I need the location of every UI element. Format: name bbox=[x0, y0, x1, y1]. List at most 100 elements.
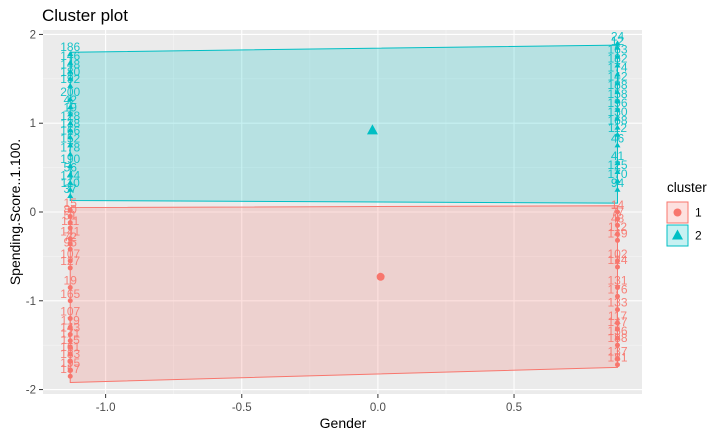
cluster-1-point bbox=[67, 225, 73, 231]
y-tick-label: -1 bbox=[26, 296, 36, 308]
cluster-1-hull bbox=[69, 205, 618, 383]
cluster-2-point bbox=[614, 169, 621, 175]
cluster-1-point bbox=[67, 338, 73, 344]
cluster-2-point-label: 186 bbox=[60, 40, 80, 54]
cluster-2-point bbox=[614, 62, 621, 68]
cluster-1-point bbox=[614, 307, 620, 313]
cluster-1-point-label: 165 bbox=[60, 287, 80, 301]
major-gridlines bbox=[43, 30, 642, 394]
cluster-2-point bbox=[614, 80, 621, 86]
cluster-1-point bbox=[67, 344, 73, 350]
cluster-1-point bbox=[614, 231, 620, 237]
cluster-2-point bbox=[67, 193, 74, 199]
cluster-2-point bbox=[614, 115, 621, 121]
cluster-hulls bbox=[69, 44, 618, 383]
cluster-2-point bbox=[67, 82, 74, 88]
cluster-2-point bbox=[614, 98, 621, 104]
cluster-2-point-label: 46 bbox=[611, 131, 625, 145]
cluster-2-point-label: 200 bbox=[60, 85, 80, 99]
y-tick-label: -2 bbox=[26, 385, 36, 397]
cluster-2-point-label: 24 bbox=[611, 29, 625, 43]
cluster-2-hull bbox=[69, 44, 618, 204]
cluster-2-point bbox=[67, 111, 74, 117]
cluster-1-point bbox=[67, 316, 73, 322]
cluster-2-point bbox=[67, 75, 74, 81]
cluster-2-centroid bbox=[366, 124, 378, 135]
cluster-1-point bbox=[67, 358, 73, 364]
cluster-2-point bbox=[67, 104, 74, 110]
cluster-2-point bbox=[614, 124, 621, 130]
cluster-1-point bbox=[67, 220, 73, 226]
cluster-1-point bbox=[67, 298, 73, 304]
cluster-1-point-label: 15 bbox=[64, 196, 78, 210]
cluster-1-centroid bbox=[376, 272, 385, 281]
cluster-2-point bbox=[67, 96, 74, 102]
cluster-2-point bbox=[67, 151, 74, 157]
y-tick-label: 1 bbox=[30, 118, 36, 130]
cluster-2-point bbox=[614, 177, 621, 183]
cluster-1-point bbox=[67, 332, 73, 338]
cluster-2-point bbox=[614, 186, 621, 192]
cluster-1-point-label: 102 bbox=[607, 247, 627, 261]
cluster-2-point bbox=[614, 131, 621, 137]
cluster-2-point bbox=[614, 160, 621, 166]
cluster-1-point-label: 137 bbox=[607, 344, 627, 358]
cluster-1-point bbox=[67, 373, 73, 379]
cluster-2-point bbox=[614, 89, 621, 95]
cluster-1-point bbox=[67, 284, 73, 290]
cluster-2-point bbox=[67, 50, 74, 56]
cluster-1-point bbox=[67, 367, 73, 373]
cluster-1-point bbox=[614, 237, 620, 243]
chart-title: Cluster plot bbox=[42, 6, 128, 25]
x-axis-ticks: -1.0 -0.5 0.0 0.5 bbox=[96, 394, 522, 414]
cluster-2-point bbox=[67, 68, 74, 74]
cluster-1-point bbox=[614, 355, 620, 361]
y-tick-label: 0 bbox=[30, 207, 36, 219]
legend-title: cluster bbox=[667, 180, 707, 195]
cluster-2-point bbox=[67, 59, 74, 65]
cluster-2-point-label: 190 bbox=[60, 152, 80, 166]
cluster-1-point bbox=[614, 326, 620, 332]
cluster-1-point-label: 131 bbox=[607, 273, 627, 287]
cluster-1-point bbox=[67, 351, 73, 357]
cluster-1-point bbox=[614, 320, 620, 326]
y-tick-label: 2 bbox=[30, 29, 36, 41]
cluster-1-point bbox=[67, 236, 73, 242]
cluster-1-point bbox=[614, 216, 620, 222]
cluster-1-point-label: 107 bbox=[60, 305, 80, 319]
x-tick-label: 0.0 bbox=[370, 402, 386, 414]
cluster-1-point bbox=[614, 342, 620, 348]
cluster-2-point bbox=[67, 142, 74, 148]
cluster-1-point-label: 19 bbox=[64, 273, 78, 287]
y-axis-ticks: -2 -1 0 1 2 bbox=[26, 29, 43, 397]
x-tick-label: 0.5 bbox=[506, 402, 522, 414]
cluster-1-point bbox=[67, 265, 73, 271]
cluster-2-point bbox=[67, 127, 74, 133]
cluster-1-point bbox=[614, 264, 620, 270]
legend-label-1: 1 bbox=[695, 206, 702, 220]
legend-label-2: 2 bbox=[695, 229, 702, 243]
cluster-2-point bbox=[67, 162, 74, 168]
cluster-1-point bbox=[67, 246, 73, 252]
y-axis-title: Spending.Score..1.100. bbox=[7, 139, 23, 285]
x-tick-label: -1.0 bbox=[96, 402, 116, 414]
cluster-1-point-label: 107 bbox=[60, 247, 80, 261]
cluster-2-point bbox=[614, 106, 621, 112]
cluster-1-point bbox=[67, 324, 73, 330]
cluster-1-point-label: 133 bbox=[607, 296, 627, 310]
cluster-1-point bbox=[67, 207, 73, 213]
x-tick-label: -0.5 bbox=[232, 402, 252, 414]
cluster-2-point bbox=[614, 44, 621, 50]
cluster-2-point bbox=[614, 40, 621, 46]
x-axis-title: Gender bbox=[320, 415, 367, 431]
cluster-1-point bbox=[614, 335, 620, 341]
cluster-centroids bbox=[366, 124, 385, 281]
cluster-2-point bbox=[67, 179, 74, 185]
cluster-1-point bbox=[614, 258, 620, 264]
cluster-2-point bbox=[614, 142, 621, 148]
cluster-2-point bbox=[67, 171, 74, 177]
cluster-1-point bbox=[67, 213, 73, 219]
cluster-2-point bbox=[67, 186, 74, 192]
cluster-2-point bbox=[614, 53, 621, 59]
cluster-1-point-label: 117 bbox=[608, 309, 627, 323]
